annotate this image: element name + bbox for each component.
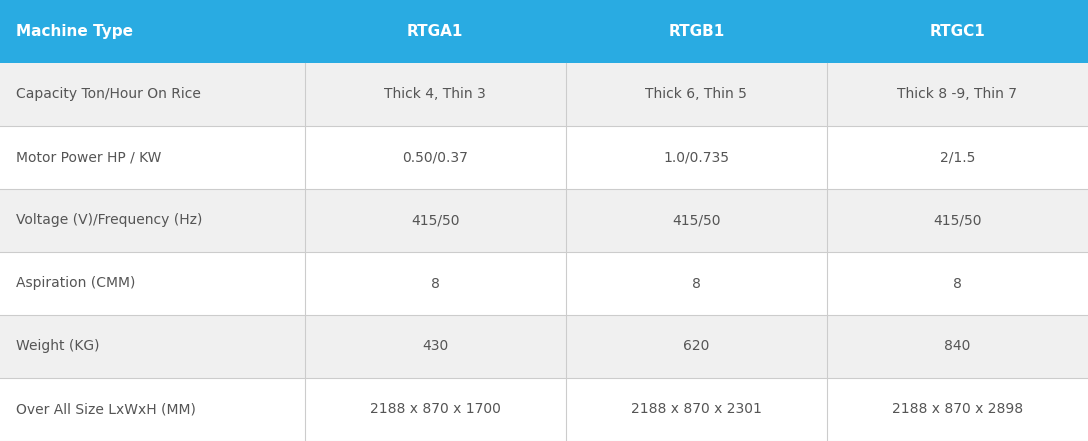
Text: Thick 8 -9, Thin 7: Thick 8 -9, Thin 7 [898,87,1017,101]
Text: 840: 840 [944,340,970,354]
Text: Motor Power HP / KW: Motor Power HP / KW [16,150,162,164]
Text: 415/50: 415/50 [411,213,459,228]
Text: RTGB1: RTGB1 [668,24,725,39]
Bar [305,189,566,252]
Bar [0,315,305,378]
Bar [566,252,827,315]
Text: 415/50: 415/50 [672,213,720,228]
Text: Over All Size LxWxH (MM): Over All Size LxWxH (MM) [16,403,196,416]
Text: RTGC1: RTGC1 [929,24,986,39]
Bar [0,63,305,126]
Text: Machine Type: Machine Type [16,24,134,39]
Text: Thick 6, Thin 5: Thick 6, Thin 5 [645,87,747,101]
Bar [827,126,1088,189]
Text: Voltage (V)/Frequency (Hz): Voltage (V)/Frequency (Hz) [16,213,202,228]
Text: 2/1.5: 2/1.5 [940,150,975,164]
Text: 1.0/0.735: 1.0/0.735 [664,150,729,164]
Bar [827,0,1088,63]
Text: 8: 8 [692,277,701,291]
Bar [827,189,1088,252]
Text: Weight (KG): Weight (KG) [16,340,100,354]
Bar [305,378,566,441]
Text: 620: 620 [683,340,709,354]
Bar [305,252,566,315]
Text: Capacity Ton/Hour On Rice: Capacity Ton/Hour On Rice [16,87,201,101]
Bar [566,0,827,63]
Bar [566,126,827,189]
Text: 2188 x 870 x 2301: 2188 x 870 x 2301 [631,403,762,416]
Bar [305,126,566,189]
Bar [0,189,305,252]
Bar [827,63,1088,126]
Text: 2188 x 870 x 2898: 2188 x 870 x 2898 [892,403,1023,416]
Bar [566,189,827,252]
Bar [305,0,566,63]
Bar [305,63,566,126]
Text: Aspiration (CMM): Aspiration (CMM) [16,277,136,291]
Bar [305,315,566,378]
Bar [827,252,1088,315]
Bar [0,252,305,315]
Text: 8: 8 [431,277,440,291]
Bar [0,378,305,441]
Text: 2188 x 870 x 1700: 2188 x 870 x 1700 [370,403,500,416]
Bar [0,126,305,189]
Bar [566,378,827,441]
Bar [827,378,1088,441]
Bar [566,63,827,126]
Text: Thick 4, Thin 3: Thick 4, Thin 3 [384,87,486,101]
Bar [566,315,827,378]
Text: RTGA1: RTGA1 [407,24,463,39]
Text: 8: 8 [953,277,962,291]
Bar [0,0,305,63]
Text: 415/50: 415/50 [934,213,981,228]
Bar [827,315,1088,378]
Text: 430: 430 [422,340,448,354]
Text: 0.50/0.37: 0.50/0.37 [403,150,468,164]
